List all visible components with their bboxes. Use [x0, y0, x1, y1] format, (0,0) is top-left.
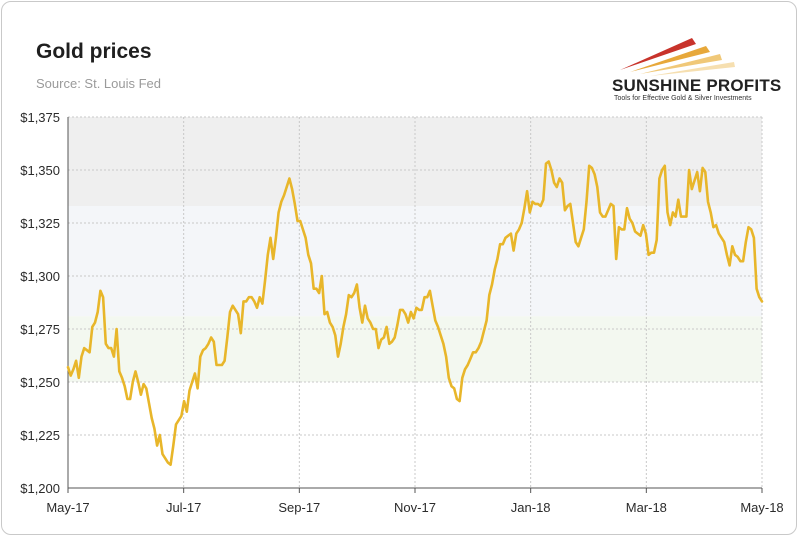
gold-price-line	[66, 160, 764, 467]
logo-name: SUNSHINE PROFITS	[612, 76, 782, 95]
y-tick-label: $1,225	[20, 428, 60, 443]
y-tick-label: $1,300	[20, 269, 60, 284]
y-tick-label: $1,325	[20, 216, 60, 231]
chart-source: Source: St. Louis Fed	[36, 76, 162, 91]
logo-tagline: Tools for Effective Gold & Silver Invest…	[614, 95, 752, 102]
y-tick-label: $1,250	[20, 375, 60, 390]
x-tick-label: May-18	[740, 500, 783, 515]
y-tick-label: $1,200	[20, 481, 60, 496]
logo-ray-gold-1	[630, 46, 710, 72]
y-tick-label: $1,275	[20, 322, 60, 337]
logo-ray-red	[620, 38, 696, 70]
x-tick-label: Jan-18	[511, 500, 551, 515]
x-tick-label: Sep-17	[278, 500, 320, 515]
logo-ray-gold-3	[650, 62, 735, 76]
x-tick-label: Jul-17	[166, 500, 201, 515]
sunshine-profits-logo-icon	[620, 38, 735, 76]
x-tick-label: May-17	[46, 500, 89, 515]
y-tick-label: $1,375	[20, 110, 60, 125]
y-tick-label: $1,350	[20, 163, 60, 178]
logo-ray-gold-2	[640, 54, 722, 74]
chart-title: Gold prices	[36, 40, 152, 63]
x-tick-label: Nov-17	[394, 500, 436, 515]
x-tick-label: Mar-18	[626, 500, 667, 515]
